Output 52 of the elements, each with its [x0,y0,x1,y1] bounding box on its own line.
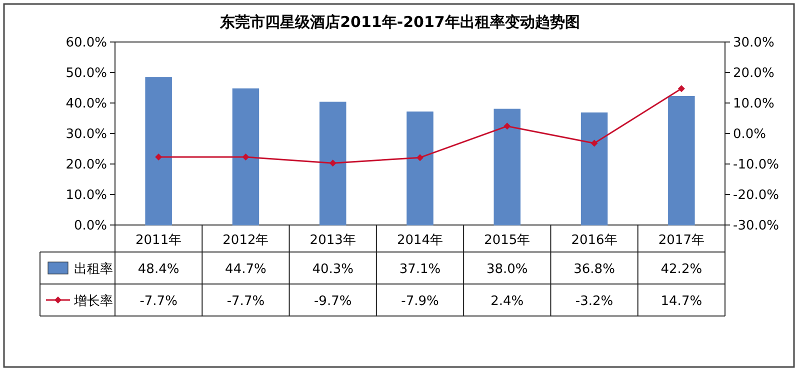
y-tick-label: 10.0% [66,188,107,203]
y-tick-label: 0.0% [74,218,107,234]
data-label: 14.7% [660,294,702,309]
y2-tick-label: 20.0% [733,66,774,81]
bar [145,77,172,226]
data-label: 48.4% [138,262,180,277]
legend-label: 出租率 [74,261,113,277]
data-label: 37.1% [399,262,441,277]
point [242,153,250,160]
bar [494,108,521,226]
bar [580,112,608,226]
bar [232,88,260,226]
x-tick-label: 2012年 [222,233,269,248]
point [416,154,424,162]
point [504,122,511,130]
bar [406,112,434,226]
point [329,160,336,167]
data-label: 44.7% [225,262,266,277]
x-tick-label: 2011年 [136,233,182,248]
data-label: 36.8% [574,262,615,277]
y2-tick-label: -20.0% [733,188,779,203]
data-label: 42.2% [660,262,702,277]
x-tick-label: 2016年 [571,233,618,248]
bar [319,102,346,226]
data-label: -3.2% [575,294,614,309]
data-label: -9.7% [314,294,352,309]
chart-title: 东莞市四星级酒店2011年-2017年出租率变动趋势图 [219,13,580,31]
data-label: -7.7% [140,294,178,309]
data-label: -7.9% [401,294,439,309]
legend-label: 增长率 [73,293,113,309]
y2-tick-label: 30.0% [733,36,774,50]
x-tick-label: 2015年 [484,233,530,248]
y-tick-label: 40.0% [66,96,107,112]
x-tick-label: 2014年 [396,233,444,248]
y-tick-label: 50.0% [66,66,107,81]
x-tick-label: 2017年 [658,233,704,248]
point [678,85,685,92]
y-tick-label: 30.0% [66,127,107,142]
point [155,153,162,160]
y2-tick-label: -30.0% [733,218,779,234]
y-tick-label: 20.0% [66,158,107,172]
data-label: -7.7% [226,294,265,309]
point [590,140,598,147]
data-label: 38.0% [486,262,528,277]
data-label: 40.3% [312,262,354,277]
y2-tick-label: 0.0% [733,127,766,142]
y2-tick-label: -10.0% [733,158,779,172]
x-tick-label: 2013年 [310,233,356,248]
y2-tick-label: 10.0% [733,96,774,112]
data-label: 2.4% [490,294,524,309]
bar [668,96,695,226]
y-tick-label: 60.0% [66,36,107,50]
